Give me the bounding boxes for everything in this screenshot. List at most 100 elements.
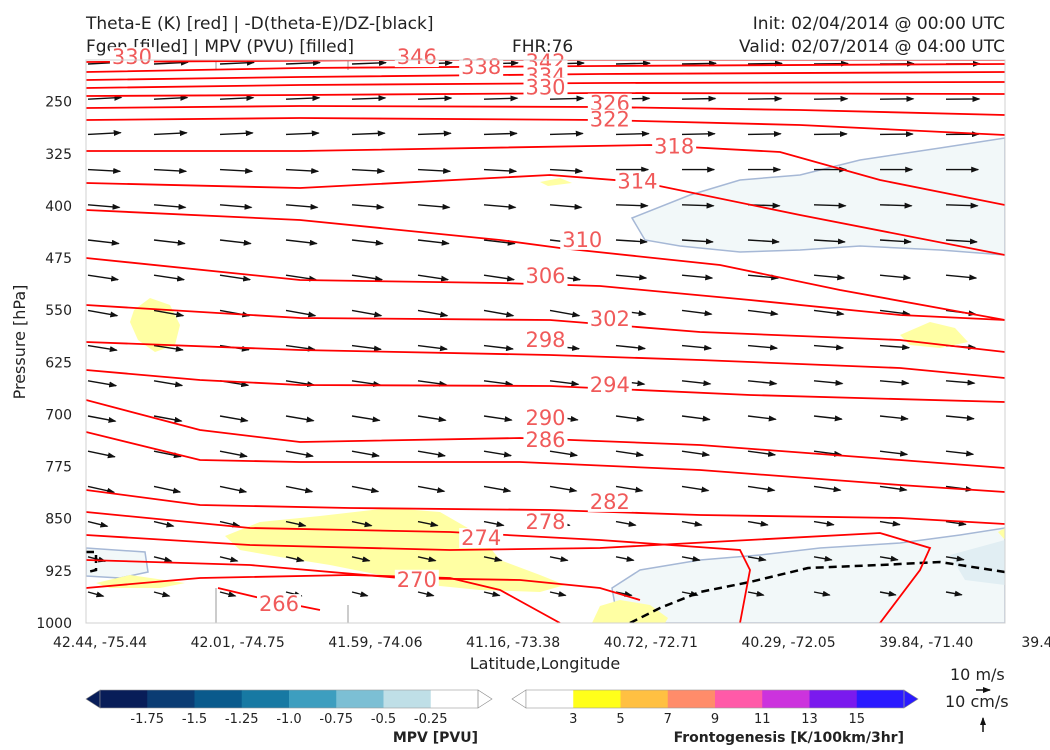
title-line-1: Theta-E (K) [red] | -D(theta-E)/DZ-[blac…: [86, 14, 434, 34]
theta-e-line: [86, 63, 1005, 73]
theta-e-label: 302: [590, 307, 630, 331]
colorbar-tick-label: 5: [616, 712, 624, 727]
wind-vector: [549, 167, 584, 174]
wind-vector: [417, 344, 448, 352]
wind-vector: [417, 239, 450, 246]
theta-e-line: [86, 60, 1005, 63]
wind-vector: [87, 450, 116, 459]
wind-vector: [285, 520, 307, 528]
wind-vector: [483, 450, 513, 458]
ddz-contour: [629, 560, 1005, 623]
wind-vector: [285, 415, 315, 423]
wind-vector: [879, 309, 911, 317]
wind-vector: [153, 415, 183, 423]
colorbar-swatch: [856, 690, 905, 708]
x-tick-label: 42.44, -75.44: [53, 635, 147, 651]
contour-label-halo: [587, 309, 632, 330]
wind-vector: [747, 344, 779, 351]
wind-vector: [483, 95, 519, 102]
wind-vector: [153, 344, 184, 352]
contour-label-halo: [523, 430, 568, 451]
wind-vector: [219, 520, 241, 528]
wind-vector: [87, 309, 119, 318]
wind-vector: [483, 274, 516, 282]
wind-vector: [813, 202, 847, 209]
wind-vector: [813, 555, 833, 562]
contour-label-halo: [523, 77, 568, 98]
x-tick-label: 41.16, -73.38: [466, 635, 560, 651]
colorbar-swatch: [289, 690, 337, 708]
wind-vector: [813, 309, 845, 317]
wind-vector: [87, 591, 105, 598]
wind-vector: [879, 520, 901, 527]
theta-e-line: [86, 71, 1005, 81]
theta-e-label: 274: [461, 526, 501, 550]
wind-vector: [747, 415, 777, 422]
wind-vector: [351, 274, 384, 282]
theta-e-label: 346: [397, 45, 437, 69]
colorbar-frame: [525, 689, 905, 709]
wind-vector: [747, 309, 779, 317]
wind-vector: [615, 202, 649, 209]
colorbar-title: Frontogenesis [K/100km/3hr]: [674, 730, 904, 746]
wind-vector: [285, 60, 321, 66]
wind-vector: [153, 380, 184, 388]
wind-vector: [483, 556, 503, 563]
x-tick-label: 39.40, -70.7: [1021, 635, 1050, 651]
colorbar-swatch: [241, 690, 290, 708]
wind-vector: [615, 238, 648, 245]
colorbar-tick-label: 11: [754, 712, 771, 727]
contour-label-halo: [587, 93, 632, 114]
colorbar-swatch: [383, 690, 432, 708]
theta-e-line: [86, 559, 641, 601]
contour-label-halo: [256, 594, 301, 615]
init-time: Init: 02/04/2014 @ 00:00 UTC: [752, 14, 1005, 34]
y-axis-label: Pressure [hPa]: [10, 285, 29, 400]
wind-vector: [879, 590, 897, 597]
mpv-fill-left: [86, 547, 149, 579]
wind-vector: [747, 380, 778, 387]
wind-vector: [351, 450, 380, 458]
wind-vector: [219, 167, 254, 174]
colorbar-swatch: [667, 690, 716, 708]
colorbar-tick-label: 13: [801, 712, 818, 727]
colorbar-tick-label: -1.25: [225, 712, 259, 727]
wind-vector: [351, 309, 383, 318]
wind-vector: [219, 60, 255, 66]
wind-vector: [879, 274, 912, 281]
wind-vector: [945, 590, 963, 597]
wind-vector: [747, 274, 780, 281]
wind-vector: [351, 130, 386, 137]
wind-vector: [351, 203, 385, 210]
colorbar-swatch: [336, 690, 384, 708]
colorbar-swatch: [430, 690, 479, 708]
wind-vector: [813, 274, 846, 281]
colorbar-extend-max: [477, 689, 493, 709]
wind-vector: [153, 203, 187, 210]
wind-vector: [351, 415, 381, 423]
theta-e-label: 298: [525, 328, 565, 352]
ref-vector-vertical-label: 10 cm/s: [945, 692, 1009, 711]
theta-e-line: [86, 257, 1005, 321]
colorbar-frame: [99, 689, 479, 709]
y-tick-label: 475: [45, 251, 72, 267]
mpv-fill-right-edge: [950, 540, 1005, 585]
contour-label-halo: [523, 329, 568, 350]
wind-vector: [879, 238, 912, 245]
wind-vector: [285, 95, 321, 102]
wind-vector: [681, 555, 701, 562]
wind-vector: [417, 556, 437, 563]
wind-vector: [549, 130, 584, 137]
contour-label-halo: [587, 375, 632, 396]
theta-e-line: [86, 511, 751, 623]
wind-vector: [813, 415, 843, 422]
wind-vector: [945, 202, 979, 209]
wind-vector: [682, 627, 696, 630]
wind-vector: [417, 203, 451, 210]
theta-e-label: 278: [525, 510, 565, 534]
wind-vector: [946, 627, 960, 630]
contour-label-halo: [560, 229, 605, 250]
wind-vector: [549, 380, 580, 387]
fgen-fill-7: [998, 528, 1005, 540]
